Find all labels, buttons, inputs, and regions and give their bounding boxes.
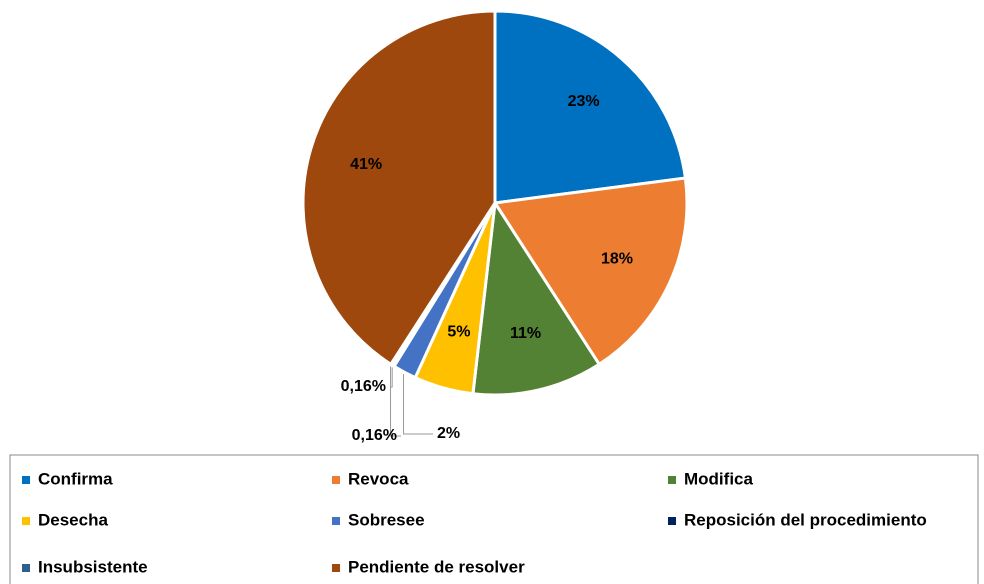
legend-swatch bbox=[668, 476, 676, 484]
data-label: 5% bbox=[447, 324, 470, 341]
legend-label: Modifica bbox=[684, 469, 753, 488]
legend-label: Revoca bbox=[348, 469, 409, 488]
legend-label: Desecha bbox=[38, 510, 108, 529]
legend-swatch bbox=[22, 517, 30, 525]
legend-swatch bbox=[22, 564, 30, 572]
legend-swatch bbox=[332, 564, 340, 572]
legend-box bbox=[9, 454, 979, 584]
pie-slice bbox=[493, 9, 688, 205]
legend-swatch bbox=[332, 476, 340, 484]
leader-line bbox=[403, 374, 433, 435]
data-label: 2% bbox=[437, 425, 460, 442]
pie-slice bbox=[301, 9, 497, 367]
legend-label: Sobresee bbox=[348, 510, 425, 529]
leader-line bbox=[390, 366, 401, 437]
legend-label: Confirma bbox=[38, 469, 113, 488]
legend-swatch bbox=[22, 476, 30, 484]
legend-label: Reposición del procedimiento bbox=[684, 510, 927, 529]
data-label: 11% bbox=[510, 325, 541, 342]
data-label: 23% bbox=[568, 93, 600, 110]
legend-label: Pendiente de resolver bbox=[348, 557, 525, 576]
data-label: 0,16% bbox=[341, 378, 386, 395]
data-label: 18% bbox=[601, 251, 633, 268]
legend-swatch bbox=[668, 517, 676, 525]
data-label: 0,16% bbox=[352, 427, 397, 444]
pie-slice bbox=[471, 198, 602, 397]
data-label: 41% bbox=[350, 156, 382, 173]
pie-slice bbox=[492, 176, 689, 367]
legend-swatch bbox=[332, 517, 340, 525]
legend-label: Insubsistente bbox=[38, 557, 148, 576]
